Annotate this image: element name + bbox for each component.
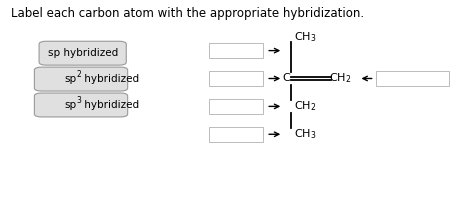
Text: 2: 2: [77, 70, 82, 79]
Text: sp hybridized: sp hybridized: [47, 48, 118, 58]
Bar: [209, 71, 263, 86]
Text: C: C: [282, 74, 290, 83]
FancyBboxPatch shape: [39, 41, 126, 65]
Text: Label each carbon atom with the appropriate hybridization.: Label each carbon atom with the appropri…: [11, 7, 364, 20]
Bar: [209, 99, 263, 114]
Bar: [209, 127, 263, 142]
Text: sp: sp: [64, 74, 76, 84]
Text: hybridized: hybridized: [81, 74, 139, 84]
Text: CH$_3$: CH$_3$: [293, 30, 316, 44]
Text: 3: 3: [77, 96, 82, 105]
Text: CH$_3$: CH$_3$: [293, 127, 316, 141]
Text: CH$_2$: CH$_2$: [329, 72, 351, 85]
Bar: [376, 71, 449, 86]
Text: CH$_2$: CH$_2$: [293, 99, 316, 113]
Text: sp: sp: [64, 100, 76, 110]
FancyBboxPatch shape: [35, 93, 128, 117]
FancyBboxPatch shape: [35, 67, 128, 91]
Bar: [209, 43, 263, 58]
Text: hybridized: hybridized: [81, 100, 139, 110]
